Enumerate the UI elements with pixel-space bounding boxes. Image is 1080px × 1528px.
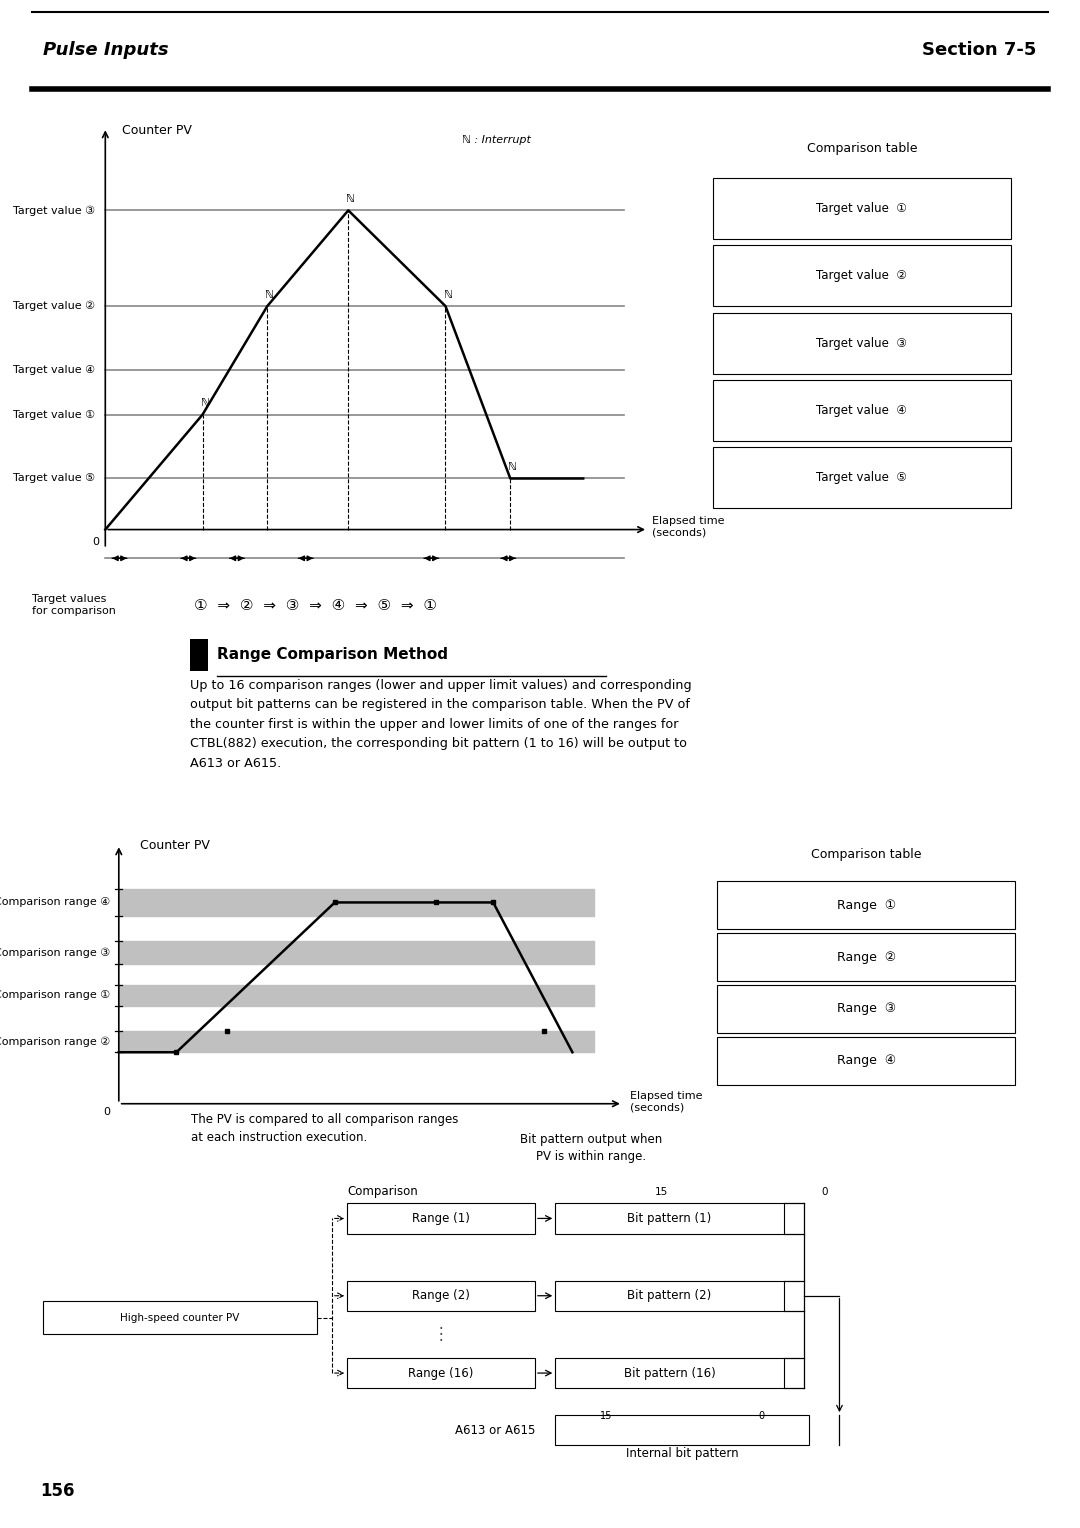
FancyBboxPatch shape xyxy=(713,448,1011,507)
Text: Pulse Inputs: Pulse Inputs xyxy=(43,41,168,60)
Text: Comparison range ②: Comparison range ② xyxy=(0,1036,110,1047)
Text: 0: 0 xyxy=(104,1106,110,1117)
Text: Comparison range ③: Comparison range ③ xyxy=(0,947,110,958)
FancyBboxPatch shape xyxy=(347,1280,535,1311)
Text: Range (2): Range (2) xyxy=(413,1290,470,1302)
Text: The PV is compared to all comparison ranges: The PV is compared to all comparison ran… xyxy=(191,1114,458,1126)
Text: Range Comparison Method: Range Comparison Method xyxy=(217,648,448,662)
Text: Target value  ①: Target value ① xyxy=(816,202,907,215)
Text: Comparison table: Comparison table xyxy=(807,142,917,156)
Text: Target value ①: Target value ① xyxy=(13,410,95,420)
FancyBboxPatch shape xyxy=(717,1038,1015,1085)
Text: Counter PV: Counter PV xyxy=(121,124,191,138)
Text: 0: 0 xyxy=(821,1187,827,1196)
Text: Range  ③: Range ③ xyxy=(837,1002,895,1016)
FancyBboxPatch shape xyxy=(555,1358,784,1387)
FancyBboxPatch shape xyxy=(717,934,1015,981)
Text: ⋮: ⋮ xyxy=(433,1325,449,1343)
Text: Elapsed time
(seconds): Elapsed time (seconds) xyxy=(630,1091,702,1112)
Text: Target value ④: Target value ④ xyxy=(13,365,95,374)
Text: Up to 16 comparison ranges (lower and upper limit values) and corresponding
outp: Up to 16 comparison ranges (lower and up… xyxy=(190,678,691,770)
Text: Target value  ④: Target value ④ xyxy=(816,403,907,417)
FancyBboxPatch shape xyxy=(42,1300,316,1334)
Text: ℕ: ℕ xyxy=(444,290,453,299)
Text: 15: 15 xyxy=(599,1410,612,1421)
FancyBboxPatch shape xyxy=(347,1358,535,1387)
Text: Section 7-5: Section 7-5 xyxy=(922,41,1037,60)
Text: Target values
for comparison: Target values for comparison xyxy=(32,594,117,616)
Text: Comparison range ①: Comparison range ① xyxy=(0,990,110,1001)
Text: Target value  ⑤: Target value ⑤ xyxy=(816,471,907,484)
FancyBboxPatch shape xyxy=(555,1204,784,1233)
Text: Target value  ③: Target value ③ xyxy=(816,336,907,350)
Text: ℕ: ℕ xyxy=(266,290,274,299)
Text: ℕ: ℕ xyxy=(347,194,355,203)
Text: Elapsed time
(seconds): Elapsed time (seconds) xyxy=(652,515,725,538)
FancyBboxPatch shape xyxy=(717,986,1015,1033)
Text: ①  ⇒  ②  ⇒  ③  ⇒  ④  ⇒  ⑤  ⇒  ①: ① ⇒ ② ⇒ ③ ⇒ ④ ⇒ ⑤ ⇒ ① xyxy=(194,597,436,613)
Text: Target value ②: Target value ② xyxy=(13,301,95,312)
Text: Bit pattern (16): Bit pattern (16) xyxy=(623,1366,715,1380)
Text: Comparison table: Comparison table xyxy=(811,848,921,862)
Text: 15: 15 xyxy=(656,1187,669,1196)
Text: Range  ④: Range ④ xyxy=(837,1054,895,1068)
Text: 0: 0 xyxy=(758,1410,765,1421)
Text: 156: 156 xyxy=(41,1482,75,1500)
FancyBboxPatch shape xyxy=(347,1204,535,1233)
Text: Comparison: Comparison xyxy=(347,1186,418,1198)
Text: Range (1): Range (1) xyxy=(413,1212,470,1225)
FancyBboxPatch shape xyxy=(555,1415,809,1445)
FancyBboxPatch shape xyxy=(713,179,1011,238)
Text: High-speed counter PV: High-speed counter PV xyxy=(120,1313,240,1323)
Text: Counter PV: Counter PV xyxy=(140,839,211,851)
Text: ℕ : Interrupt: ℕ : Interrupt xyxy=(462,134,530,145)
Text: Internal bit pattern: Internal bit pattern xyxy=(625,1447,739,1461)
FancyBboxPatch shape xyxy=(717,882,1015,929)
FancyBboxPatch shape xyxy=(713,380,1011,440)
Text: Bit pattern output when
PV is within range.: Bit pattern output when PV is within ran… xyxy=(519,1132,662,1163)
Text: Range (16): Range (16) xyxy=(408,1366,474,1380)
Text: Bit pattern (1): Bit pattern (1) xyxy=(627,1212,712,1225)
Bar xyxy=(190,639,208,671)
Text: 0: 0 xyxy=(92,538,99,547)
Text: Comparison range ④: Comparison range ④ xyxy=(0,897,110,908)
Text: Range  ②: Range ② xyxy=(837,950,895,964)
Text: Target value ③: Target value ③ xyxy=(13,205,95,215)
FancyBboxPatch shape xyxy=(713,246,1011,306)
FancyBboxPatch shape xyxy=(713,313,1011,373)
Text: ℕ: ℕ xyxy=(509,461,517,472)
Text: A613 or A615: A613 or A615 xyxy=(455,1424,535,1436)
Text: ℕ: ℕ xyxy=(201,399,210,408)
Text: Target value ⑤: Target value ⑤ xyxy=(13,474,95,483)
Text: Range  ①: Range ① xyxy=(837,898,895,912)
Text: at each instruction execution.: at each instruction execution. xyxy=(191,1131,367,1144)
FancyBboxPatch shape xyxy=(555,1280,784,1311)
Text: Bit pattern (2): Bit pattern (2) xyxy=(627,1290,712,1302)
Text: Target value  ②: Target value ② xyxy=(816,269,907,283)
